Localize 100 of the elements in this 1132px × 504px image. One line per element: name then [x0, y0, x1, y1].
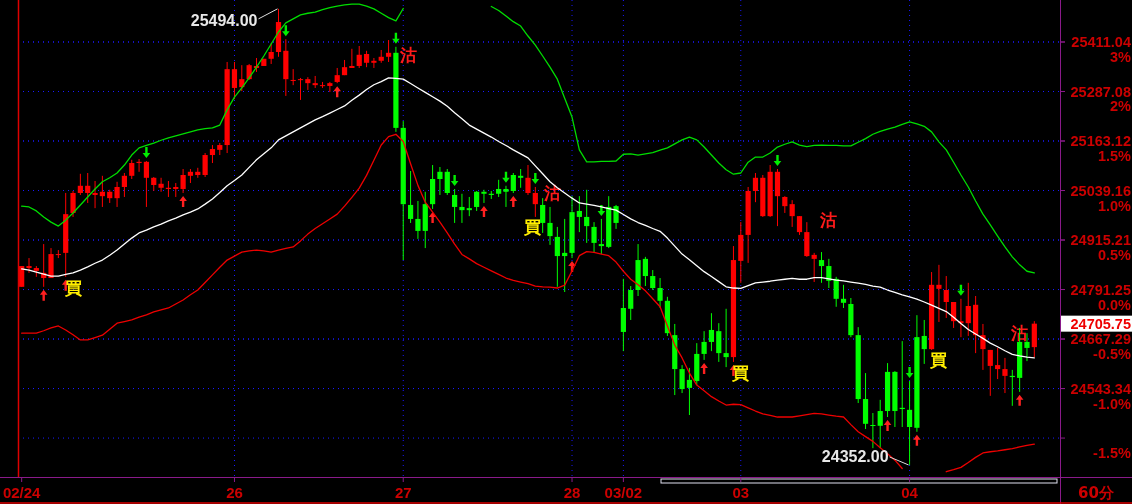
- annotation: 沽: [543, 182, 562, 203]
- candlestick: [290, 68, 296, 86]
- candlestick: [444, 168, 450, 196]
- candlestick: [642, 256, 648, 287]
- annotation: 沽: [819, 209, 838, 230]
- y-tick-label: 24791.25: [1070, 281, 1131, 298]
- candlestick: [85, 172, 91, 204]
- candlestick: [540, 197, 546, 234]
- x-tick-label: 28: [563, 484, 581, 501]
- x-tick-label: 02/24: [2, 484, 42, 501]
- y2-tick-label: 2%: [1110, 98, 1132, 115]
- text: 24352.00: [821, 447, 889, 465]
- x-tick-label: 04: [901, 484, 919, 501]
- candlestick: [584, 189, 590, 244]
- candlestick: [804, 221, 810, 258]
- candlestick: [349, 48, 355, 69]
- candlestick: [510, 172, 516, 194]
- y2-tick-label: 1.0%: [1097, 197, 1132, 214]
- candlestick: [943, 275, 949, 319]
- candlestick: [19, 265, 25, 288]
- y2-tick-label: -1.0%: [1093, 395, 1132, 412]
- candlestick: [525, 164, 531, 196]
- annotation: 買: [63, 277, 82, 298]
- y-tick-label: 24543.34: [1070, 380, 1131, 397]
- candlestick: [877, 399, 883, 449]
- candlestick: [840, 284, 847, 309]
- candlestick: [796, 215, 803, 236]
- candlestick: [752, 172, 759, 203]
- candlestick: [407, 170, 414, 224]
- candlestick: [723, 308, 729, 368]
- candlestick: [870, 412, 876, 449]
- candlestick: [415, 200, 421, 240]
- text: 60分: [1078, 484, 1115, 502]
- text: 24705.75: [1070, 315, 1131, 332]
- candlestick: [576, 195, 582, 233]
- candlestick: [554, 226, 560, 288]
- candlestick: [620, 278, 626, 352]
- candlestick: [503, 185, 509, 208]
- x-tick-label: 03: [732, 484, 750, 501]
- candlestick: [297, 77, 304, 101]
- candlestick: [650, 269, 656, 291]
- candlestick: [818, 251, 825, 284]
- y-tick-label: 25039.16: [1070, 182, 1131, 199]
- candlestick: [811, 252, 817, 283]
- candlestick: [598, 218, 604, 255]
- candlestick: [305, 76, 311, 91]
- candlestick: [158, 177, 164, 193]
- candlestick: [789, 199, 795, 228]
- candlestick: [114, 181, 120, 208]
- candlestick: [965, 282, 971, 337]
- candlestick: [628, 285, 634, 321]
- candlestick: [474, 190, 480, 212]
- annotation: 沽: [398, 44, 417, 65]
- text: 25494.00: [190, 11, 258, 29]
- candlestick: [327, 81, 333, 93]
- y-tick-label: 24667.29: [1070, 331, 1131, 348]
- candlestick: [385, 39, 392, 63]
- x-tick-label: 26: [226, 484, 243, 501]
- candlestick: [459, 193, 465, 224]
- annotation: 買: [731, 362, 750, 383]
- candlestick: [26, 257, 32, 274]
- y2-tick-label: 0.5%: [1097, 247, 1132, 264]
- candlestick: [532, 186, 538, 218]
- candlestick: [936, 264, 942, 323]
- candlestick: [136, 158, 142, 173]
- candlestick: [356, 45, 362, 69]
- candlestick: [466, 196, 472, 217]
- candlestick: [679, 364, 685, 394]
- candlestick: [452, 188, 458, 224]
- y2-tick-label: 1.5%: [1097, 148, 1132, 165]
- candlestick: [591, 221, 597, 254]
- candlestick: [547, 206, 553, 246]
- candlestick: [716, 322, 722, 363]
- candlestick: [268, 42, 274, 65]
- y-tick-label: 25163.12: [1070, 133, 1131, 150]
- candlestick: [180, 168, 186, 194]
- candlestick: [231, 61, 238, 100]
- annotation: 買: [929, 349, 948, 370]
- candlestick: [481, 189, 487, 204]
- annotation: 買: [522, 216, 541, 237]
- candlestick: [1031, 320, 1037, 358]
- candlestick: [371, 57, 377, 69]
- candlestick: [202, 152, 208, 178]
- candlestick: [437, 166, 443, 196]
- candlestick: [657, 277, 663, 309]
- y-tick-label: 25411.04: [1071, 34, 1131, 51]
- candlestick: [129, 159, 135, 180]
- candlestick: [921, 319, 927, 365]
- candlestick: [518, 168, 524, 189]
- candlestick: [77, 173, 83, 196]
- y-tick-label: 25287.08: [1070, 83, 1131, 100]
- candlestick: [92, 180, 98, 209]
- candlestick: [121, 172, 127, 198]
- y-tick-label: 24915.21: [1070, 232, 1131, 249]
- y2-tick-label: 0.0%: [1097, 296, 1132, 313]
- candlestick: [980, 323, 986, 371]
- x-tick-label: 03/02: [604, 484, 643, 501]
- candlestick: [708, 312, 715, 352]
- x-tick-label: 27: [394, 484, 412, 501]
- candlestick: [1002, 357, 1008, 394]
